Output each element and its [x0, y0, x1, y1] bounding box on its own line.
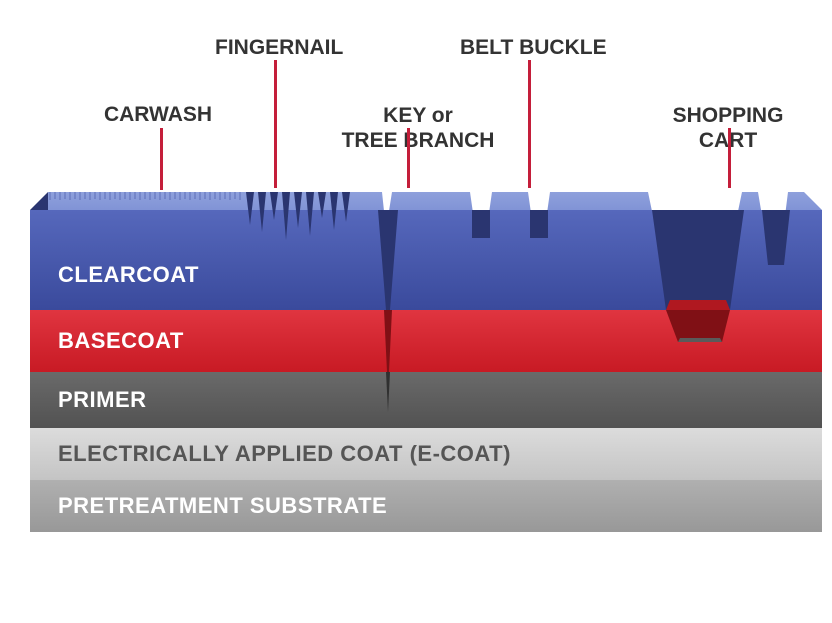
- layer-clearcoat: CLEARCOAT: [30, 170, 822, 310]
- key-gouge-primer: [386, 372, 390, 412]
- clearcoat-label: CLEARCOAT: [58, 262, 199, 288]
- belt-notch-2: [530, 210, 548, 238]
- clearcoat-svg: [30, 170, 822, 310]
- belt-notch-1: [472, 210, 490, 238]
- callout-key-text: KEY or TREE BRANCH: [342, 104, 495, 152]
- callout-fingernail-text: FINGERNAIL: [215, 36, 343, 59]
- callout-belt-text: BELT BUCKLE: [460, 36, 607, 59]
- diagram-container: CARWASH FINGERNAIL KEY or TREE BRANCH BE…: [0, 0, 832, 623]
- layer-basecoat: BASECOAT: [30, 310, 822, 372]
- primer-label: PRIMER: [58, 387, 147, 413]
- callout-fingernail: FINGERNAIL: [215, 35, 343, 60]
- layer-pretreat: PRETREATMENT SUBSTRATE: [30, 480, 822, 532]
- callout-belt-line: [528, 60, 531, 188]
- pretreat-label: PRETREATMENT SUBSTRATE: [58, 493, 387, 519]
- cart-gouge-front: [652, 210, 744, 310]
- clearcoat-left-edge: [30, 192, 48, 210]
- callout-key: KEY or TREE BRANCH: [338, 78, 498, 154]
- callout-belt: BELT BUCKLE: [460, 35, 607, 60]
- callout-carwash: CARWASH: [88, 102, 228, 127]
- basecoat-label: BASECOAT: [58, 328, 184, 354]
- layer-primer: PRIMER: [30, 372, 822, 428]
- primer-svg: [30, 372, 822, 428]
- cart-gouge-floor: [666, 300, 730, 310]
- key-gouge-basecoat: [384, 310, 392, 372]
- layer-stack: CLEARCOAT BASECOAT PRIMER ELECTRICALLY A…: [30, 170, 822, 532]
- callout-fingernail-line: [274, 60, 277, 188]
- cart-gouge-primer-peek: [678, 338, 722, 342]
- callout-carwash-text: CARWASH: [104, 103, 212, 126]
- layer-ecoat: ELECTRICALLY APPLIED COAT (E-COAT): [30, 428, 822, 480]
- cart-gouge-basecoat: [666, 310, 730, 342]
- ecoat-label: ELECTRICALLY APPLIED COAT (E-COAT): [58, 441, 511, 467]
